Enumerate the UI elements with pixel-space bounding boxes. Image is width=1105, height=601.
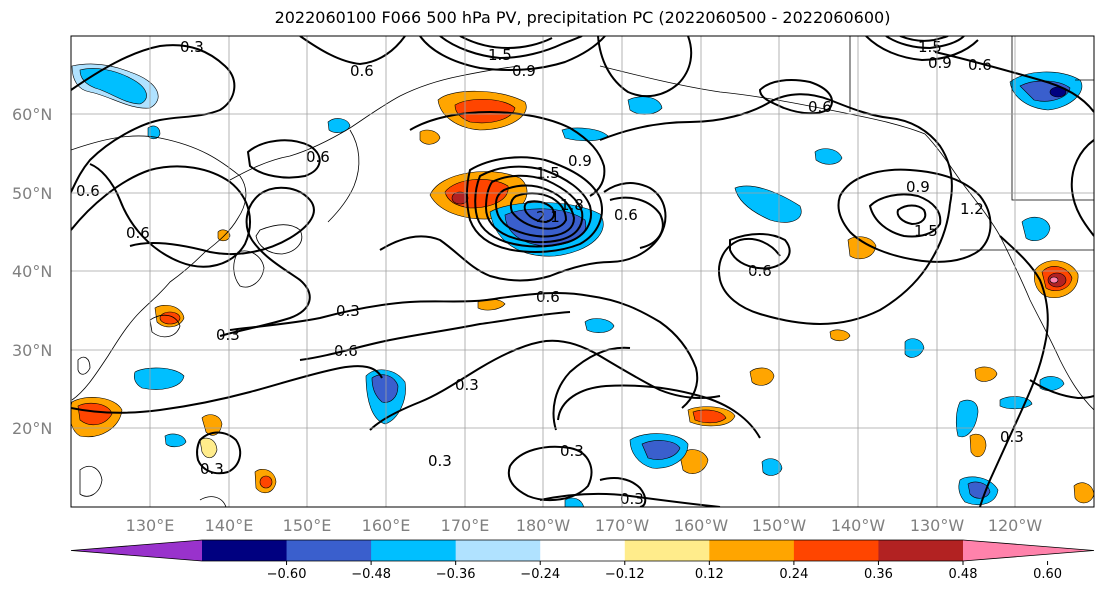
contour-label: 0.6 bbox=[350, 62, 374, 80]
contour-label: 0.3 bbox=[620, 490, 644, 508]
colorbar-extend-high bbox=[963, 540, 1094, 561]
contour-label: 0.6 bbox=[126, 224, 150, 242]
plot-frame bbox=[70, 35, 1095, 508]
contour-label: 0.9 bbox=[512, 62, 536, 80]
colorbar-segment bbox=[540, 540, 626, 561]
lat-label: 30°N bbox=[12, 341, 52, 360]
contour-label: 0.3 bbox=[1000, 428, 1024, 446]
contour-label: 1.5 bbox=[488, 46, 512, 64]
contour-label: 0.3 bbox=[455, 376, 479, 394]
contour-label: 0.3 bbox=[200, 460, 224, 478]
lon-label: 180°W bbox=[516, 516, 571, 535]
colorbar-tick-label: 0.48 bbox=[949, 567, 978, 582]
contour-label: 0.6 bbox=[334, 342, 358, 360]
contour-label: 0.3 bbox=[216, 326, 240, 344]
colorbar-outline bbox=[70, 539, 1095, 562]
lon-label: 150°W bbox=[752, 516, 807, 535]
contour-label: 0.9 bbox=[928, 54, 952, 72]
lon-label: 140°E bbox=[205, 516, 254, 535]
longitude-labels: 130°E 140°E 150°E 160°E 170°E 180°W 170°… bbox=[126, 516, 1043, 535]
lon-label: 150°E bbox=[283, 516, 332, 535]
colorbar-tick-label: −0.36 bbox=[436, 567, 476, 582]
colorbar-tick-label: −0.24 bbox=[520, 567, 560, 582]
contour-label: 0.3 bbox=[180, 38, 204, 56]
lon-label: 130°W bbox=[910, 516, 965, 535]
contour-label: 1.5 bbox=[536, 164, 560, 182]
contour-label: 0.6 bbox=[808, 98, 832, 116]
colorbar-tick-label: 0.60 bbox=[1033, 567, 1062, 582]
colorbar-segment bbox=[202, 540, 288, 561]
gridlines bbox=[71, 36, 1094, 507]
colorbar: −0.60 −0.48 −0.36 −0.24 −0.12 0.12 0.24 0.36 0.4… bbox=[70, 539, 1095, 582]
colorbar-segment bbox=[878, 540, 964, 561]
colorbar-tick-label: −0.48 bbox=[351, 567, 391, 582]
contour-labels: 0.3 0.6 0.6 0.6 0.6 0.3 0.3 0.6 0.6 0.3 … bbox=[76, 38, 1024, 508]
contour-label: 0.6 bbox=[614, 206, 638, 224]
colorbar-segment bbox=[624, 540, 710, 561]
colorbar-segment bbox=[709, 540, 795, 561]
lon-label: 160°E bbox=[362, 516, 411, 535]
contour-label: 0.9 bbox=[568, 152, 592, 170]
colorbar-tick-label: 0.24 bbox=[779, 567, 808, 582]
contour-label: 0.9 bbox=[906, 178, 930, 196]
colorbar-segment bbox=[455, 540, 541, 561]
contour-label: 1.5 bbox=[914, 222, 938, 240]
contour-label: 0.6 bbox=[968, 56, 992, 74]
contour-label: 1.8 bbox=[560, 196, 584, 214]
lat-label: 20°N bbox=[12, 419, 52, 438]
colorbar-segment bbox=[793, 540, 879, 561]
lon-label: 120°W bbox=[988, 516, 1043, 535]
colorbar-tick-label: 0.36 bbox=[864, 567, 893, 582]
pv-contours bbox=[71, 36, 1094, 507]
latitude-labels: 60°N 50°N 40°N 30°N 20°N bbox=[12, 105, 52, 438]
contour-label: 2.1 bbox=[536, 208, 560, 226]
contour-label: 0.6 bbox=[76, 182, 100, 200]
lon-label: 170°E bbox=[441, 516, 490, 535]
lon-label: 160°W bbox=[674, 516, 729, 535]
contour-label: 0.3 bbox=[560, 442, 584, 460]
colorbar-extend-low bbox=[71, 540, 202, 561]
colorbar-tick-label: 0.12 bbox=[695, 567, 724, 582]
map-title: 2022060100 F066 500 hPa PV, precipitatio… bbox=[274, 8, 891, 27]
lat-label: 50°N bbox=[12, 184, 52, 203]
contour-label: 0.3 bbox=[336, 302, 360, 320]
contour-label: 1.5 bbox=[918, 38, 942, 56]
colorbar-segment bbox=[286, 540, 372, 561]
lat-label: 60°N bbox=[12, 105, 52, 124]
colorbar-segment bbox=[371, 540, 457, 561]
lon-label: 130°E bbox=[126, 516, 175, 535]
colorbar-tick-label: −0.60 bbox=[267, 567, 307, 582]
lat-label: 40°N bbox=[12, 262, 52, 281]
contour-label: 0.6 bbox=[306, 148, 330, 166]
contour-label: 0.6 bbox=[536, 288, 560, 306]
contour-label: 0.3 bbox=[428, 452, 452, 470]
contour-label: 1.2 bbox=[960, 200, 984, 218]
plot-area: 0.3 0.6 0.6 0.6 0.6 0.3 0.3 0.6 0.6 0.3 … bbox=[71, 36, 1094, 508]
lon-label: 140°W bbox=[831, 516, 886, 535]
lon-label: 170°W bbox=[595, 516, 650, 535]
colorbar-tick-label: −0.12 bbox=[605, 567, 645, 582]
